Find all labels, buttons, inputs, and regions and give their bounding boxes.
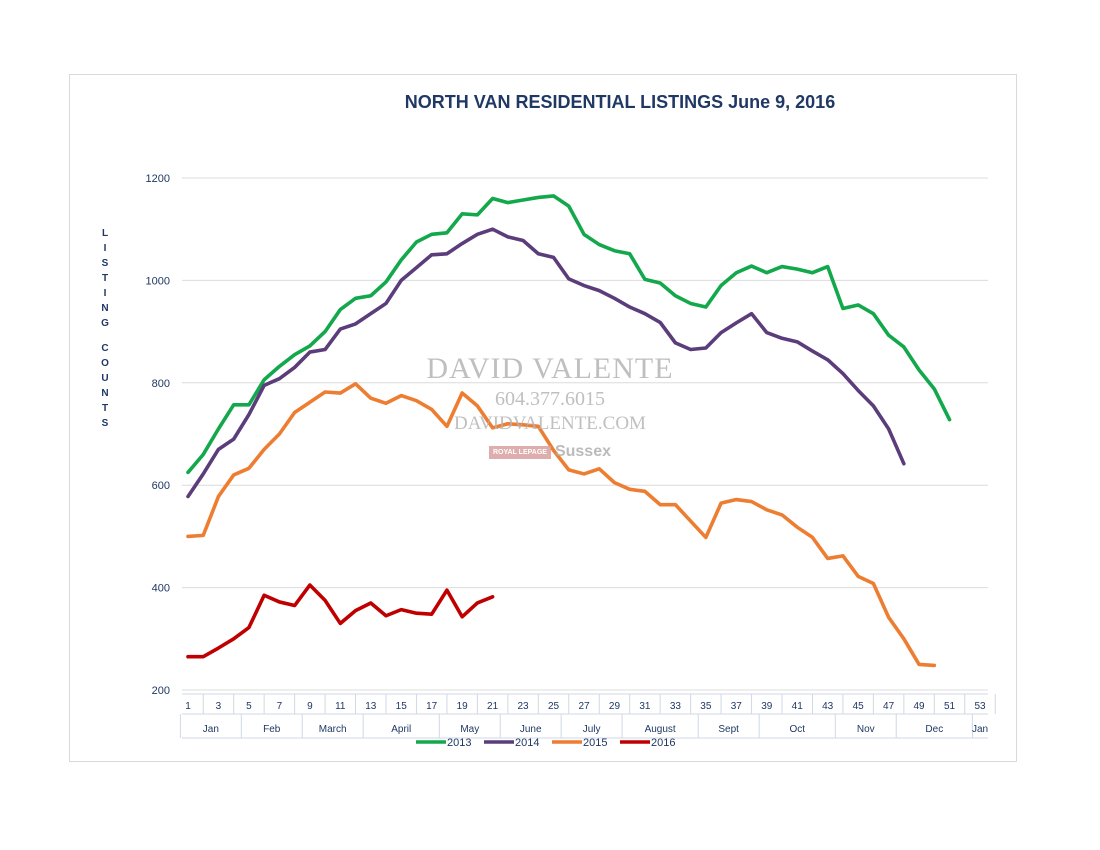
legend-label-2014: 2014 [515,737,539,749]
x-tick-label: 43 [822,701,834,712]
x-tick-label: 23 [518,701,530,712]
y-axis-label-char: O [101,358,109,369]
watermark-name: DAVID VALENTE [426,352,674,385]
y-axis-label-char: U [101,373,109,384]
x-tick-label: 53 [974,701,986,712]
month-label: Jan [203,724,219,735]
legend-label-2016: 2016 [651,737,675,749]
y-axis-label-char: N [101,303,109,314]
x-tick-label: 41 [792,701,804,712]
series-2015-line [186,382,937,668]
gridlines [182,177,988,691]
x-tick-label: 25 [548,701,560,712]
series-2016-line [186,583,495,659]
y-axis-label-char: T [101,403,109,414]
x-tick-label: 47 [883,701,895,712]
month-label: April [391,724,411,735]
x-tick-label: 29 [609,701,621,712]
month-label: Oct [789,724,805,735]
y-tick-label: 400 [152,583,170,595]
x-tick-label: 3 [216,701,222,712]
legend: 2013 2014 2015 2016 [416,737,675,749]
x-tick-label: 13 [365,701,377,712]
x-tick-label: 15 [396,701,408,712]
x-tick-label: 7 [277,701,283,712]
legend-label-2015: 2015 [583,737,607,749]
watermark-phone: 604.377.6015 [495,388,605,410]
x-tick-label: 35 [700,701,712,712]
y-axis-label-char: T [101,273,109,284]
y-axis-label-char: L [101,228,109,239]
x-tick-label: 11 [335,701,346,712]
x-tick-label: 49 [914,701,926,712]
y-axis-label-char: C [101,343,109,354]
month-label: March [319,724,347,735]
y-axis-label-char: N [101,388,109,399]
x-tick-label: 1 [185,701,191,712]
royal-lepage-logo: ROYAL LEPAGE [489,445,551,459]
x-tick-label: 21 [487,701,499,712]
y-axis-label-char: S [101,418,109,429]
x-tick-label: 37 [731,701,743,712]
x-tick-label: 9 [307,701,313,712]
x-tick-label: 5 [246,701,252,712]
month-label: May [460,724,479,735]
watermark-sussex: Sussex [554,443,611,460]
y-axis-label-char: S [101,258,109,269]
x-axis: 1 3 5 7 9 11 13 15 17 19 21 23 25 27 29 31 33 35 37 39 41 43 4… [179,693,996,739]
y-tick-label: 800 [152,378,170,390]
x-tick-label: 33 [670,701,682,712]
month-label: Nov [857,724,875,735]
month-label: July [583,724,601,735]
y-axis-label-char: I [103,243,107,254]
month-label: August [645,724,676,735]
x-tick-label: 51 [944,701,956,712]
x-tick-label: 17 [426,701,438,712]
month-label: June [520,724,542,735]
x-tick-label: 19 [457,701,469,712]
chart-title: NORTH VAN RESIDENTIAL LISTINGS June 9, 2… [404,92,836,112]
y-tick-label: 600 [152,480,170,492]
month-label: Sept [718,724,739,735]
series-2013-line [186,194,952,475]
legend-label-2013: 2013 [447,737,471,749]
month-label: Feb [263,724,281,735]
y-tick-label: 1200 [146,173,170,185]
x-tick-label: 39 [761,701,773,712]
month-label: Jan [972,724,988,735]
y-axis-label-char: G [101,318,109,329]
watermark: DAVID VALENTE 604.377.6015 DAVIDVALENTE.… [410,352,690,461]
series-lines [186,194,952,668]
month-label: Dec [925,724,943,735]
x-tick-label: 45 [853,701,865,712]
y-axis-label-char: I [103,288,107,299]
x-tick-label: 31 [639,701,651,712]
x-tick-label: 27 [578,701,590,712]
watermark-brand: ROYAL LEPAGE Sussex [410,443,690,461]
y-axis-ticks: 200 400 600 800 1000 1200 [146,173,170,697]
series-2014-line [186,227,906,499]
watermark-website: DAVIDVALENTE.COM [454,413,646,434]
y-tick-label: 200 [152,685,170,697]
y-tick-label: 1000 [146,275,170,287]
